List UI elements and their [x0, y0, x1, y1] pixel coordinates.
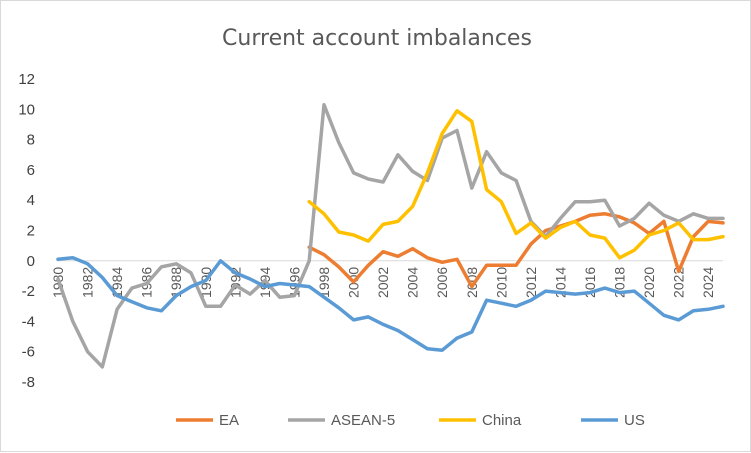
y-tick-label: -4 — [22, 313, 35, 330]
y-tick-label: -6 — [22, 344, 35, 361]
series-lines — [56, 103, 725, 369]
x-tick-label: 2008 — [464, 267, 480, 298]
x-tick-label: 2022 — [671, 267, 687, 298]
y-tick-label: -2 — [22, 283, 35, 300]
x-tick-label: 2002 — [375, 267, 391, 298]
legend-label-ea: EA — [219, 412, 239, 429]
series-line-china — [307, 109, 725, 260]
x-tick-label: 1982 — [80, 267, 96, 298]
legend: EA ASEAN-5 China US — [176, 412, 645, 429]
x-tick-label: 2014 — [552, 267, 568, 298]
x-axis-ticks: 1980 1982 1984 1986 1988 1990 1992 1994 1996 1998… — [50, 267, 716, 298]
y-tick-label: 12 — [18, 71, 35, 88]
legend-label-china: China — [482, 412, 522, 429]
y-tick-label: -8 — [22, 374, 35, 391]
x-tick-label: 2024 — [700, 267, 716, 298]
series-line-ea — [307, 212, 725, 289]
series-line-us — [56, 256, 725, 352]
y-tick-label: 8 — [27, 132, 35, 149]
y-tick-label: 10 — [18, 101, 35, 118]
x-tick-label: 2010 — [493, 267, 509, 298]
x-tick-label: 2006 — [434, 267, 450, 298]
y-tick-label: 4 — [27, 192, 35, 209]
y-tick-label: 0 — [27, 253, 35, 270]
series-line-asean-5 — [56, 103, 725, 369]
x-tick-label: 2012 — [523, 267, 539, 298]
y-tick-label: 2 — [27, 223, 35, 240]
x-tick-label: 2004 — [405, 267, 421, 298]
y-axis-ticks: -8 -6 -4 -2 0 2 4 6 8 10 12 — [18, 71, 35, 391]
y-tick-label: 6 — [27, 162, 35, 179]
legend-label-asean-5: ASEAN-5 — [331, 412, 395, 429]
chart-title: Current account imbalances — [222, 26, 532, 51]
x-tick-label: 1988 — [168, 267, 184, 298]
legend-label-us: US — [624, 412, 645, 429]
x-tick-label: 1998 — [316, 267, 332, 298]
x-tick-label: 2020 — [641, 267, 657, 298]
